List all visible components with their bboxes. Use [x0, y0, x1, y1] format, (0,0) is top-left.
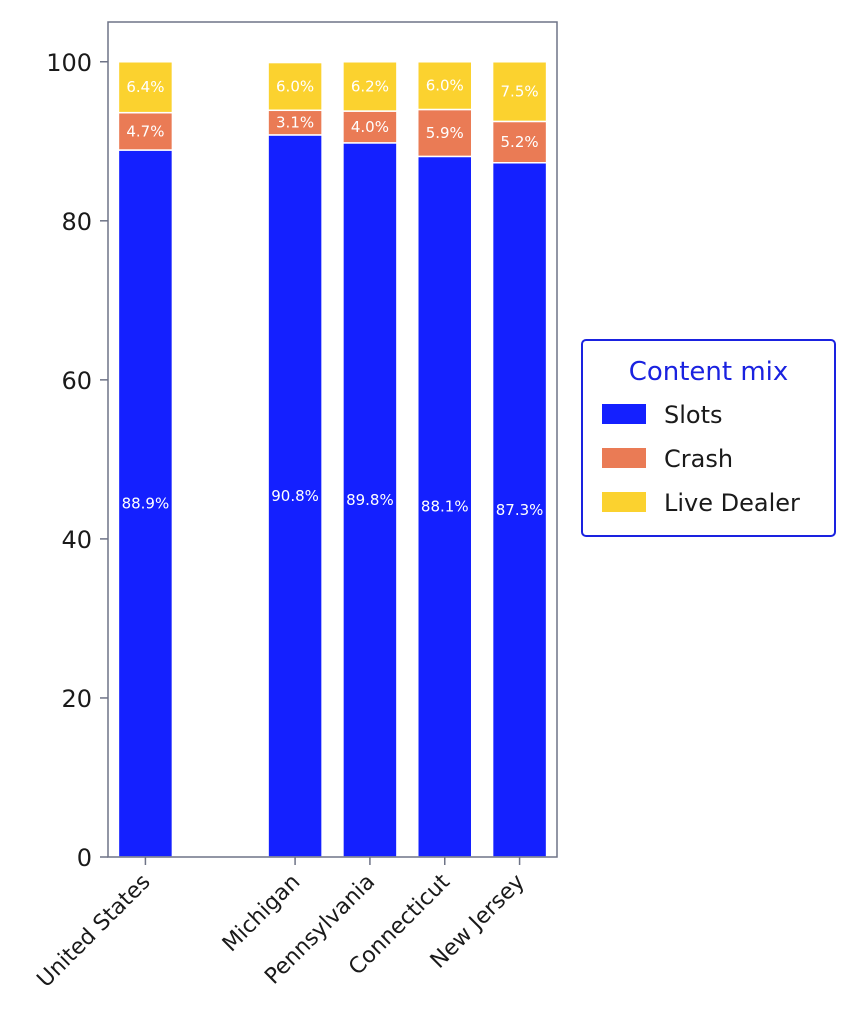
legend: Content mix Slots Crash Live Dealer	[581, 339, 836, 537]
legend-swatch	[602, 448, 646, 468]
y-tick-label: 20	[61, 685, 92, 713]
bar-value-label: 6.0%	[426, 77, 464, 95]
bar-value-label: 87.3%	[496, 501, 544, 519]
bar-segment-live-dealer	[491, 61, 548, 123]
legend-title: Content mix	[629, 357, 789, 387]
bar-value-label: 4.7%	[126, 122, 164, 140]
bar-value-label: 5.2%	[501, 133, 539, 151]
bar-value-label: 89.8%	[346, 491, 394, 509]
bar-segment-live-dealer	[342, 61, 398, 112]
bar-segment-live-dealer	[417, 61, 473, 111]
bar-value-label: 6.0%	[276, 77, 314, 95]
y-axis: 0 20 40 60 80 100	[46, 49, 108, 872]
bar-segment-slots	[267, 134, 323, 858]
x-axis: United States MichiganPennsylvaniaConnect…	[33, 857, 530, 993]
bar-value-label: 7.5%	[501, 83, 539, 101]
bar-segment-slots	[417, 155, 473, 858]
bar-value-label: 3.1%	[276, 114, 314, 132]
bar-value-label: 6.4%	[126, 78, 164, 96]
bar-segment-crash	[342, 110, 398, 144]
bar-segment-crash	[417, 108, 473, 158]
legend-label: Slots	[664, 401, 723, 429]
y-tick-label: 80	[61, 208, 92, 236]
plot-frame	[107, 21, 558, 858]
y-tick-label: 60	[61, 367, 92, 395]
legend-label: Crash	[664, 445, 733, 473]
bar-value-label: 88.9%	[122, 495, 170, 513]
legend-label: Live Dealer	[664, 489, 800, 517]
legend-swatch	[602, 492, 646, 512]
x-tick-label: United States	[33, 870, 156, 993]
bar-value-label: 6.2%	[351, 77, 389, 95]
bar-value-label: 90.8%	[271, 487, 319, 505]
y-tick-label: 100	[46, 49, 92, 77]
bar-value-label: 88.1%	[421, 498, 469, 516]
legend-swatch	[602, 404, 646, 424]
bar-segment-slots	[117, 149, 174, 858]
bars-layer	[117, 61, 548, 858]
y-tick-label: 0	[77, 844, 92, 872]
bar-value-label: 4.0%	[351, 118, 389, 136]
bar-labels-layer: 88.9% 4.7% 6.4% 90.8% 3.1% 6.0% 89.8% 4.0% 6.2% 8…	[122, 77, 544, 519]
bar-segment-live-dealer	[267, 61, 323, 112]
legend-box	[581, 339, 836, 537]
y-tick-label: 40	[61, 526, 92, 554]
bar-value-label: 5.9%	[426, 124, 464, 142]
bar-segment-crash	[117, 111, 174, 151]
legend-entries: Slots Crash Live Dealer	[602, 401, 800, 517]
bar-segment-live-dealer	[117, 61, 174, 114]
